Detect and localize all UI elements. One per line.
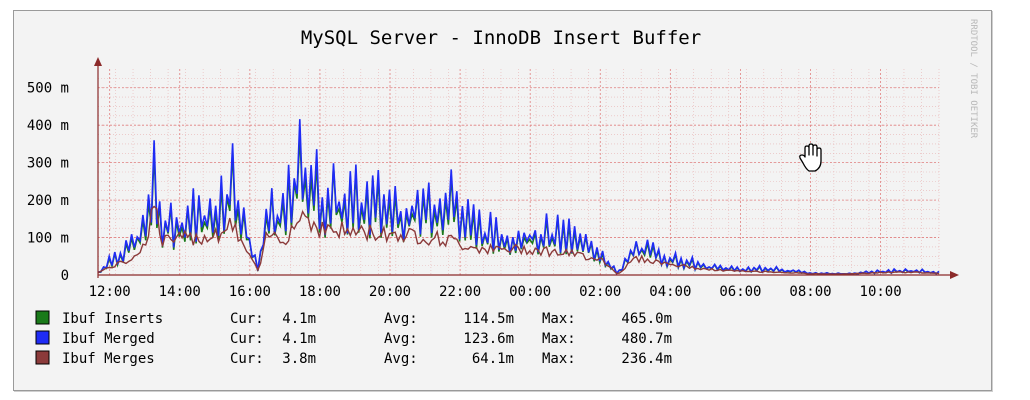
x-tick-label: 06:00 <box>719 284 761 300</box>
x-tick-label: 08:00 <box>789 284 831 300</box>
legend-max-label: Max: <box>542 331 576 347</box>
chart: 0 100 m 200 m 300 m 400 m 500 m 12:00 14:00 16:0… <box>27 19 978 367</box>
legend-avg-value: 114.5m <box>463 311 514 327</box>
x-tick-label: 00:00 <box>509 284 551 300</box>
legend-swatch <box>35 310 50 325</box>
y-tick-label: 0 <box>61 268 69 284</box>
legend-avg-value: 123.6m <box>463 331 514 347</box>
x-tick-label: 02:00 <box>579 284 621 300</box>
y-tick-label: 200 m <box>27 193 69 209</box>
legend-swatch <box>35 330 50 345</box>
legend-cur-value: 4.1m <box>282 331 316 347</box>
legend-cur-value: 3.8m <box>282 351 316 367</box>
labels-layer: 0 100 m 200 m 300 m 400 m 500 m 12:00 14:00 16:0… <box>27 19 978 300</box>
hand-cursor-icon <box>799 143 822 172</box>
series-line-ibuf-merges <box>97 205 940 275</box>
legend-max-value: 236.4m <box>621 351 672 367</box>
y-axis-arrow <box>94 57 102 66</box>
chart-frame: 0 100 m 200 m 300 m 400 m 500 m 12:00 14:00 16:0… <box>13 10 992 391</box>
x-tick-label: 04:00 <box>649 284 691 300</box>
legend-layer: Ibuf Inserts Cur: 4.1m Avg: 114.5m Max: 465.0m… <box>35 310 672 367</box>
y-tick-label: 400 m <box>27 118 69 134</box>
x-tick-label: 12:00 <box>89 284 131 300</box>
x-tick-label: 18:00 <box>299 284 341 300</box>
legend-avg-label: Avg: <box>384 311 418 327</box>
legend-max-label: Max: <box>542 311 576 327</box>
legend-avg-label: Avg: <box>384 331 418 347</box>
x-tick-label: 14:00 <box>159 284 201 300</box>
x-tick-label: 20:00 <box>369 284 411 300</box>
chart-title: MySQL Server - InnoDB Insert Buffer <box>301 27 701 49</box>
legend-series-name: Ibuf Merged <box>62 331 155 347</box>
legend-cur-label: Cur: <box>230 311 264 327</box>
y-tick-label: 500 m <box>27 81 69 97</box>
legend-avg-value: 64.1m <box>472 351 514 367</box>
x-axis-arrow <box>950 271 959 279</box>
series-layer <box>97 119 940 276</box>
legend-cur-label: Cur: <box>230 351 264 367</box>
legend-swatch <box>35 350 50 365</box>
legend-cur-value: 4.1m <box>282 311 316 327</box>
legend-avg-label: Avg: <box>384 351 418 367</box>
rrdtool-watermark: RRDTOOL / TOBI OETIKER <box>968 19 978 139</box>
legend-max-value: 480.7m <box>621 331 672 347</box>
x-tick-label: 10:00 <box>860 284 902 300</box>
y-tick-label: 100 m <box>27 231 69 247</box>
legend-series-name: Ibuf Inserts <box>62 311 163 327</box>
legend-cur-label: Cur: <box>230 331 264 347</box>
series-line-ibuf-merged <box>97 119 940 275</box>
y-tick-label: 300 m <box>27 156 69 172</box>
legend-max-value: 465.0m <box>621 311 672 327</box>
x-tick-label: 22:00 <box>439 284 481 300</box>
axes-layer <box>94 57 959 279</box>
x-tick-label: 16:00 <box>229 284 271 300</box>
legend-max-label: Max: <box>542 351 576 367</box>
legend-series-name: Ibuf Merges <box>62 351 155 367</box>
